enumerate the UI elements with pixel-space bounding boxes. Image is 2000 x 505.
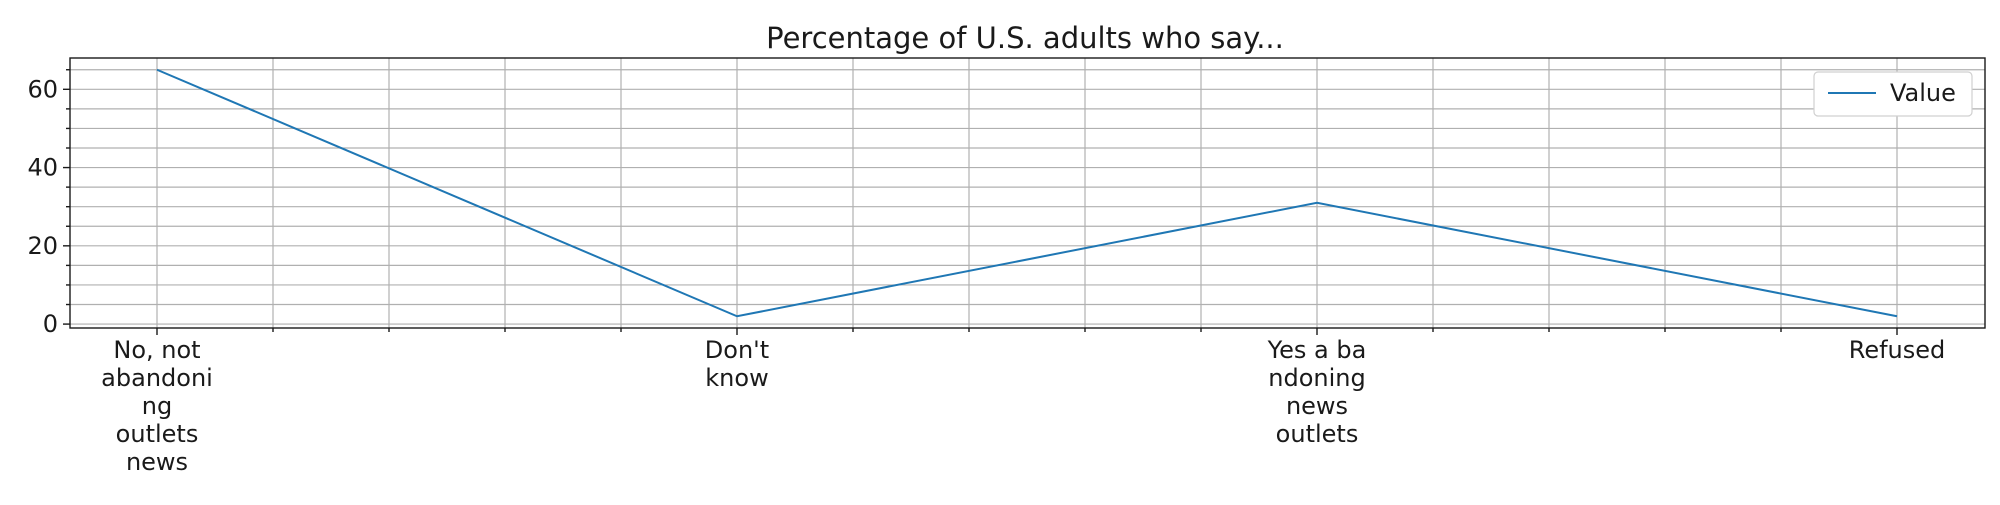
x-tick-label-line: ndoning <box>1268 364 1365 392</box>
x-tick-label-line: news <box>126 448 188 476</box>
x-tick-label-line: Refused <box>1849 336 1946 364</box>
x-tick-label-line: ng <box>142 392 172 420</box>
legend: Value <box>1814 72 1972 116</box>
y-tick-label: 60 <box>27 75 58 103</box>
legend-label-value: Value <box>1890 79 1956 107</box>
x-tick-label-line: No, not <box>113 336 200 364</box>
x-tick-label-line: know <box>705 364 768 392</box>
series-layer <box>157 70 1897 317</box>
plot-area-frame <box>70 58 1985 328</box>
x-tick-label-line: abandoni <box>101 364 213 392</box>
y-axis: 0 20 40 60 <box>27 70 70 338</box>
chart-title: Percentage of U.S. adults who say... <box>766 21 1284 55</box>
y-tick-label: 0 <box>43 310 58 338</box>
series-line-value <box>157 70 1897 317</box>
x-tick-label-line: news <box>1286 392 1348 420</box>
x-tick-label: Refused <box>1849 336 1946 364</box>
x-tick-label-line: Yes a ba <box>1267 336 1367 364</box>
x-tick-label-line: outlets <box>1276 420 1359 448</box>
x-tick-label-line: outlets <box>116 420 199 448</box>
y-tick-label: 40 <box>27 154 58 182</box>
y-tick-label: 20 <box>27 232 58 260</box>
grid <box>70 58 1985 328</box>
x-tick-label-line: Don't <box>705 336 769 364</box>
